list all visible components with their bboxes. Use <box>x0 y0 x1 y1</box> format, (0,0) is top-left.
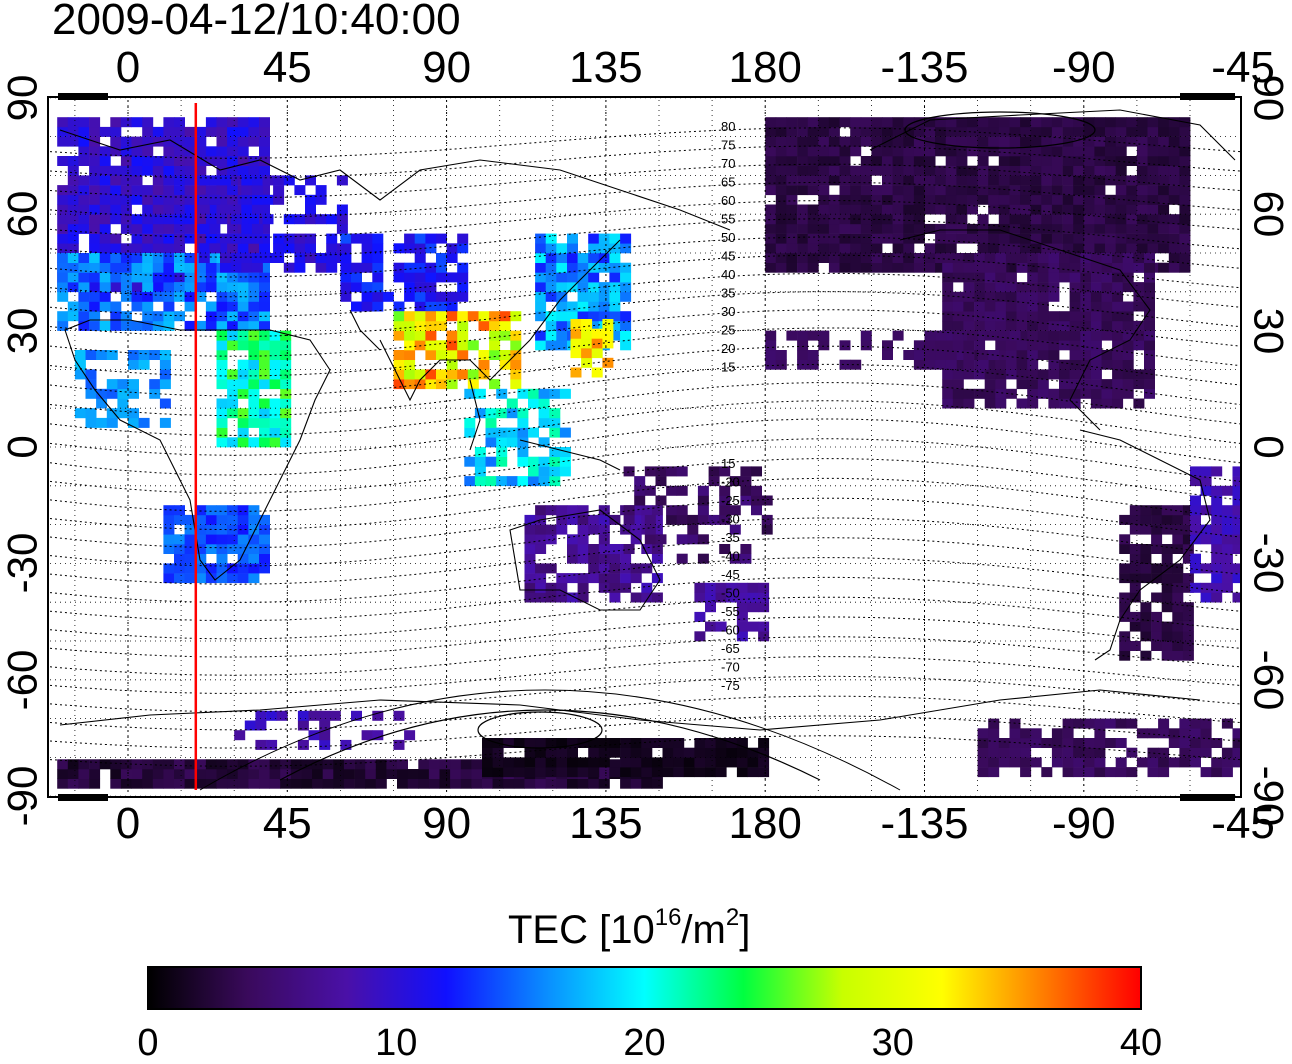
contour-label: 50 <box>721 230 735 245</box>
longitude-tick-label: 90 <box>422 799 472 848</box>
latitude-tick-label-left: -60 <box>0 649 45 711</box>
magnetic-latitude-contours <box>49 111 1241 791</box>
contour-label: -75 <box>721 678 740 693</box>
contour-label: 80 <box>721 119 735 134</box>
colorbar-tick-label: 40 <box>1119 1022 1163 1064</box>
latitude-tick-label-right: 90 <box>1244 74 1292 122</box>
colorbar-tick-label: 0 <box>137 1022 159 1064</box>
latitude-tick-label-left: -30 <box>0 533 45 594</box>
longitude-tick-label: 90 <box>422 43 472 92</box>
contour-label: -20 <box>721 475 740 490</box>
contour-label: 60 <box>721 193 735 208</box>
contour-label: -55 <box>721 604 740 619</box>
latitude-tick-label-right: -30 <box>1244 533 1292 594</box>
latitude-tick-label-right: 60 <box>1244 190 1292 238</box>
contour-label: -65 <box>721 641 740 656</box>
longitude-tick-label: 135 <box>569 43 643 92</box>
longitude-tick-label: -135 <box>880 43 969 92</box>
map-title: 2009-04-12/10:40:00 <box>52 0 461 44</box>
contour-label: -25 <box>721 493 740 508</box>
longitude-tick-label: 0 <box>115 43 141 92</box>
latitude-tick-label-right: -90 <box>1244 765 1292 827</box>
colorbar-tick-label: 30 <box>871 1022 914 1064</box>
contour-label: 70 <box>721 156 735 171</box>
latitude-tick-label-right: -60 <box>1244 649 1292 711</box>
latitude-tick-label-right: 30 <box>1244 307 1292 354</box>
contour-labels: 80 75 70 65 60 55 50 45 40 35 30 25 20 15 15 -20 -25 -30 -… <box>721 119 740 693</box>
latitude-tick-label-right: 0 <box>1245 435 1292 459</box>
colorbar-tick-label: 10 <box>375 1022 418 1064</box>
contour-label: 65 <box>721 175 735 190</box>
longitude-tick-label: 180 <box>728 799 802 848</box>
contour-label: -60 <box>721 623 740 638</box>
contour-label: 40 <box>721 267 735 282</box>
contour-label: 15 <box>721 456 735 471</box>
longitude-tick-label: 180 <box>728 43 802 92</box>
contour-label: -40 <box>721 549 740 564</box>
longitude-tick-label: 45 <box>262 43 312 92</box>
colorbar-tick-label: 20 <box>623 1022 666 1064</box>
contour-label: 75 <box>721 138 735 153</box>
contour-label: -50 <box>721 586 740 601</box>
contour-label: 30 <box>721 304 735 319</box>
contour-label: 15 <box>721 360 735 375</box>
map-frame <box>47 96 1242 798</box>
contour-label: -45 <box>721 567 740 582</box>
longitude-tick-label: 45 <box>262 799 312 848</box>
colorbar <box>147 966 1142 1010</box>
contour-label: -30 <box>721 512 740 527</box>
longitude-tick-label: 0 <box>115 799 141 848</box>
contour-label: 35 <box>721 286 735 301</box>
latitude-tick-label-left: 0 <box>0 435 46 459</box>
longitude-tick-label: -90 <box>1052 43 1116 92</box>
longitude-tick-label: -45 <box>1211 799 1275 848</box>
contour-label: -35 <box>721 530 740 545</box>
longitude-tick-label: -135 <box>880 799 969 848</box>
latitude-tick-label-left: 90 <box>0 74 45 122</box>
frame-bars <box>58 93 1235 801</box>
contour-label: -70 <box>721 660 740 675</box>
contour-label: 45 <box>721 249 735 264</box>
coastlines <box>59 109 1236 731</box>
contour-label: 25 <box>721 323 735 338</box>
contour-label: 55 <box>721 212 735 227</box>
latitude-tick-label-left: 60 <box>0 190 45 238</box>
latitude-tick-label-left: -90 <box>0 765 45 827</box>
contour-label: 20 <box>721 341 735 356</box>
longitude-tick-label: -90 <box>1052 799 1116 848</box>
longitude-tick-label: 135 <box>569 799 643 848</box>
tec-data-patches <box>57 117 1241 789</box>
latitude-tick-label-left: 30 <box>0 307 45 354</box>
longitude-tick-label: -45 <box>1211 43 1275 92</box>
colorbar-title: TEC [1016/m2] <box>508 904 751 953</box>
